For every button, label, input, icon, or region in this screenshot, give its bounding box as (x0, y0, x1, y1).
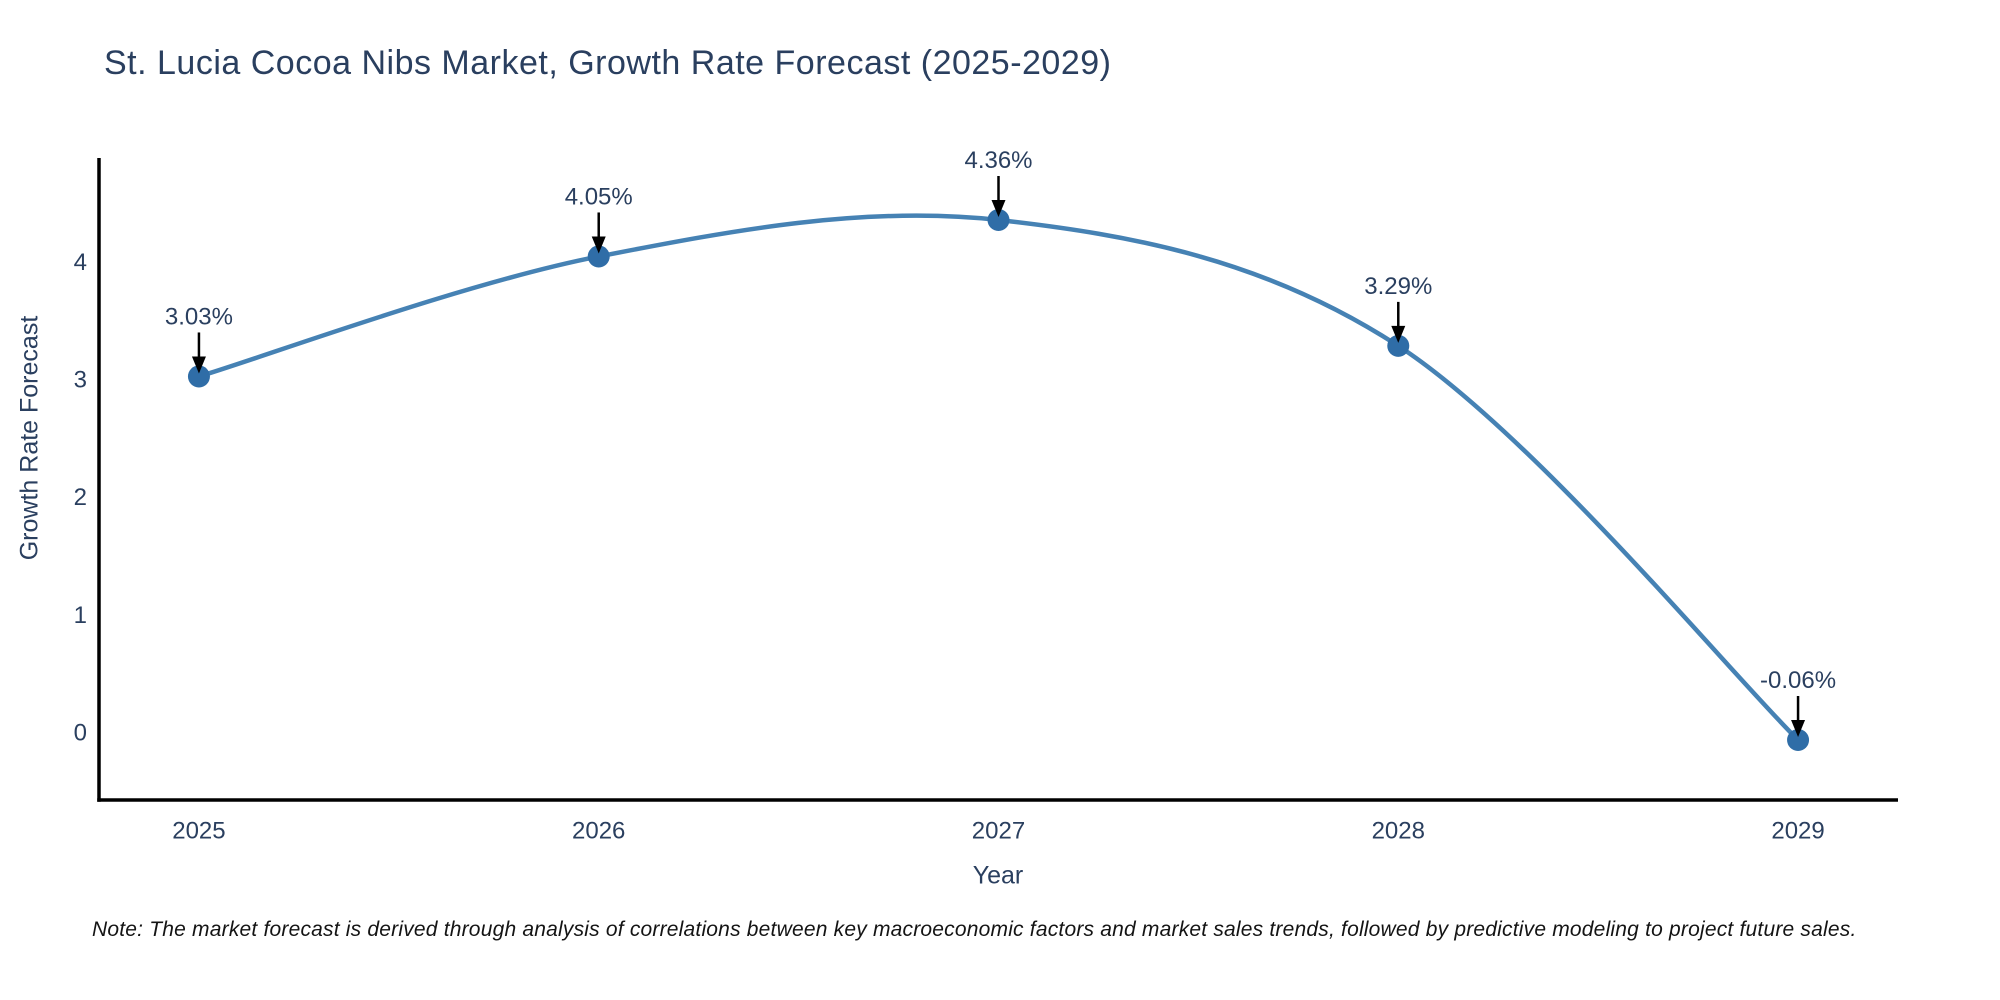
annotation-arrowhead (1791, 720, 1806, 737)
x-tick-label: 2028 (1372, 818, 1425, 845)
x-tick-label: 2027 (972, 818, 1025, 845)
y-axis-title: Growth Rate Forecast (15, 315, 44, 561)
annotation-label: -0.06% (1760, 667, 1836, 694)
annotation-arrowhead (991, 200, 1006, 217)
x-tick-label: 2025 (172, 818, 225, 845)
annotation-arrowhead (191, 356, 206, 374)
data-point-2025[interactable] (187, 365, 210, 388)
x-tick-label: 2026 (572, 818, 625, 845)
annotation-arrowhead (1391, 325, 1406, 343)
data-point-2027[interactable] (987, 209, 1010, 231)
footnote: Note: The market forecast is derived thr… (92, 918, 1857, 941)
forecast-line (196, 213, 1801, 743)
data-point-2029[interactable] (1787, 729, 1810, 751)
y-tick-label: 3 (74, 367, 87, 394)
annotation-label: 4.05% (565, 183, 633, 210)
y-tick-label: 0 (74, 719, 87, 746)
data-point-2026[interactable] (587, 245, 610, 268)
data-point-2028[interactable] (1387, 334, 1410, 357)
x-axis-title: Year (972, 861, 1024, 890)
annotation-label: 4.36% (964, 147, 1032, 174)
x-tick-label: 2029 (1771, 818, 1824, 845)
y-tick-label: 4 (74, 249, 87, 276)
annotation-label: 3.29% (1364, 273, 1432, 300)
annotation-label: 3.03% (165, 303, 233, 330)
chart-title: St. Lucia Cocoa Nibs Market, Growth Rate… (104, 44, 1112, 82)
y-tick-label: 2 (74, 484, 87, 511)
annotation-arrowhead (591, 236, 606, 254)
y-tick-label: 1 (74, 602, 87, 629)
